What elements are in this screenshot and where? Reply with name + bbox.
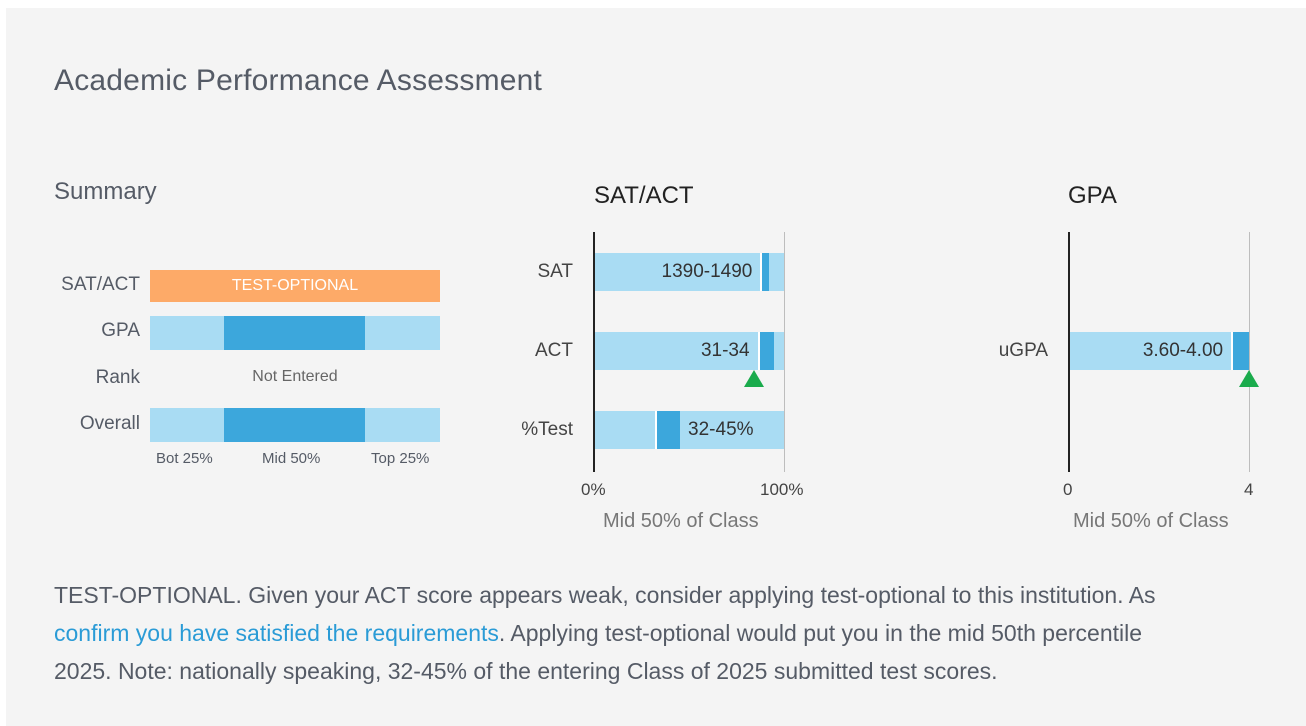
sat-range-label: 1390-1490	[661, 261, 753, 282]
gpa-axis-line	[1068, 232, 1070, 472]
page-title: Academic Performance Assessment	[54, 64, 543, 97]
summary-label-gpa: GPA	[101, 320, 140, 341]
ugpa-range-label: 3.60-4.00	[1142, 340, 1224, 361]
sat-act-tick-max: 100%	[760, 480, 804, 499]
sat-act-title: SAT/ACT	[594, 182, 694, 209]
sat-act-tick-min: 0%	[581, 480, 606, 499]
rank-not-entered: Not Entered	[252, 368, 338, 385]
overall-top25-segment	[365, 408, 440, 442]
gpa-mid50-segment	[224, 316, 365, 350]
paragraph-line-3: 2025. Note: nationally speaking, 32-45% …	[54, 658, 998, 684]
requirements-link[interactable]: confirm you have satisfied the requireme…	[54, 620, 499, 646]
overall-percentile-bar	[150, 408, 440, 442]
act-label: ACT	[535, 340, 573, 361]
test-optional-bar: TEST-OPTIONAL	[150, 270, 440, 302]
paragraph-line-2-rest: . Applying test-optional would put you i…	[498, 620, 1143, 646]
summary-axis-bot25: Bot 25%	[156, 450, 213, 467]
sat-range-highlight	[760, 253, 769, 291]
summary-label-rank: Rank	[95, 367, 140, 388]
act-score-marker	[743, 370, 764, 387]
gpa-tick-max: 4	[1244, 480, 1254, 499]
gpa-title: GPA	[1068, 182, 1117, 209]
act-range-label: 31-34	[700, 340, 750, 361]
summary-label-overall: Overall	[79, 413, 140, 434]
summary-label-sat-act: SAT/ACT	[61, 274, 140, 295]
overall-bot25-segment	[150, 408, 224, 442]
sat-act-axis-line	[593, 232, 595, 472]
act-bar	[595, 332, 784, 370]
test-label: %Test	[521, 419, 573, 440]
sat-act-axis-title: Mid 50% of Class	[603, 510, 759, 532]
gpa-axis-title: Mid 50% of Class	[1073, 510, 1229, 532]
gpa-max-line	[1249, 232, 1250, 472]
sat-bar	[595, 253, 784, 291]
test-optional-label: TEST-OPTIONAL	[231, 277, 359, 294]
paragraph-line-1: TEST-OPTIONAL. Given your ACT score appe…	[54, 582, 1156, 608]
test-range-label: 32-45%	[688, 419, 754, 440]
ugpa-bar	[1070, 332, 1249, 370]
gpa-top25-segment	[365, 316, 440, 350]
sat-label: SAT	[537, 261, 573, 282]
test-range-highlight	[655, 411, 681, 449]
summary-title: Summary	[54, 178, 157, 205]
assessment-paragraph: TEST-OPTIONAL. Given your ACT score appe…	[54, 576, 1306, 690]
gpa-tick-min: 0	[1063, 480, 1073, 499]
overall-mid50-segment	[224, 408, 365, 442]
ugpa-score-marker	[1239, 370, 1259, 387]
summary-axis-top25: Top 25%	[371, 450, 430, 467]
test-bar	[595, 411, 784, 449]
summary-axis-mid50: Mid 50%	[262, 450, 321, 467]
act-range-highlight	[757, 332, 774, 370]
sat-act-max-line	[784, 232, 785, 472]
paragraph-line-2: confirm you have satisfied the requireme…	[54, 614, 1306, 652]
ugpa-label: uGPA	[998, 340, 1048, 361]
gpa-bot25-segment	[150, 316, 224, 350]
gpa-percentile-bar	[150, 316, 440, 350]
ugpa-range-highlight	[1231, 332, 1249, 370]
